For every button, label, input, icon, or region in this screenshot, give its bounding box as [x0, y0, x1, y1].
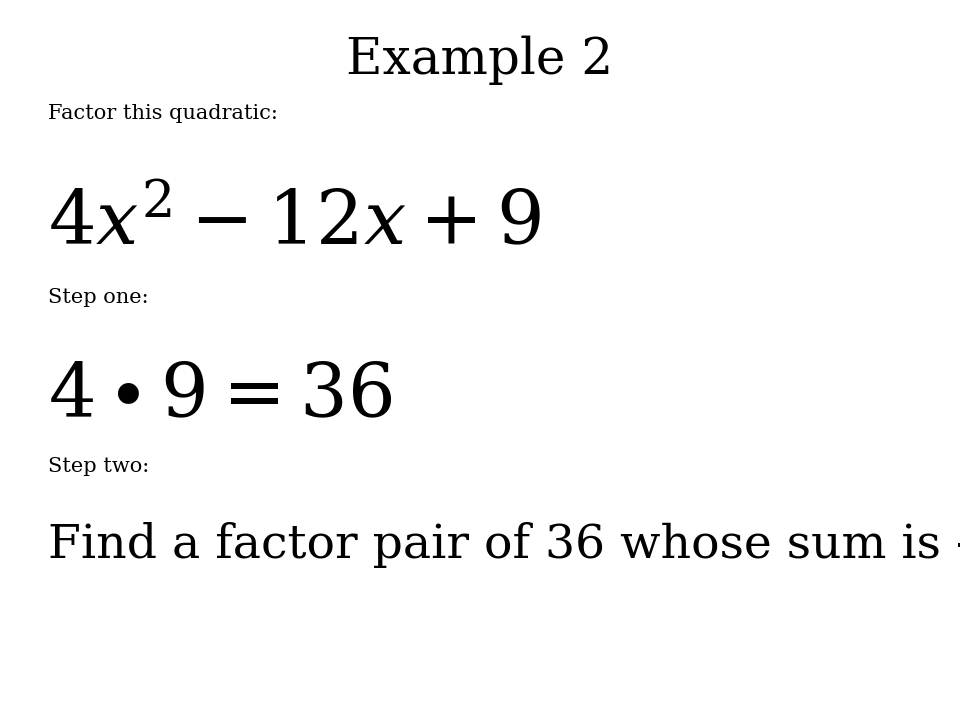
Text: Example 2: Example 2 [347, 36, 613, 86]
Text: Factor this quadratic:: Factor this quadratic: [48, 104, 277, 123]
Text: Step two:: Step two: [48, 457, 149, 476]
Text: Find a factor pair of 36 whose sum is -12.: Find a factor pair of 36 whose sum is -1… [48, 522, 960, 568]
Text: $4 \bullet 9 = 36$: $4 \bullet 9 = 36$ [48, 360, 393, 433]
Text: $4x^2 - 12x + 9$: $4x^2 - 12x + 9$ [48, 187, 541, 260]
Text: Step one:: Step one: [48, 288, 149, 307]
